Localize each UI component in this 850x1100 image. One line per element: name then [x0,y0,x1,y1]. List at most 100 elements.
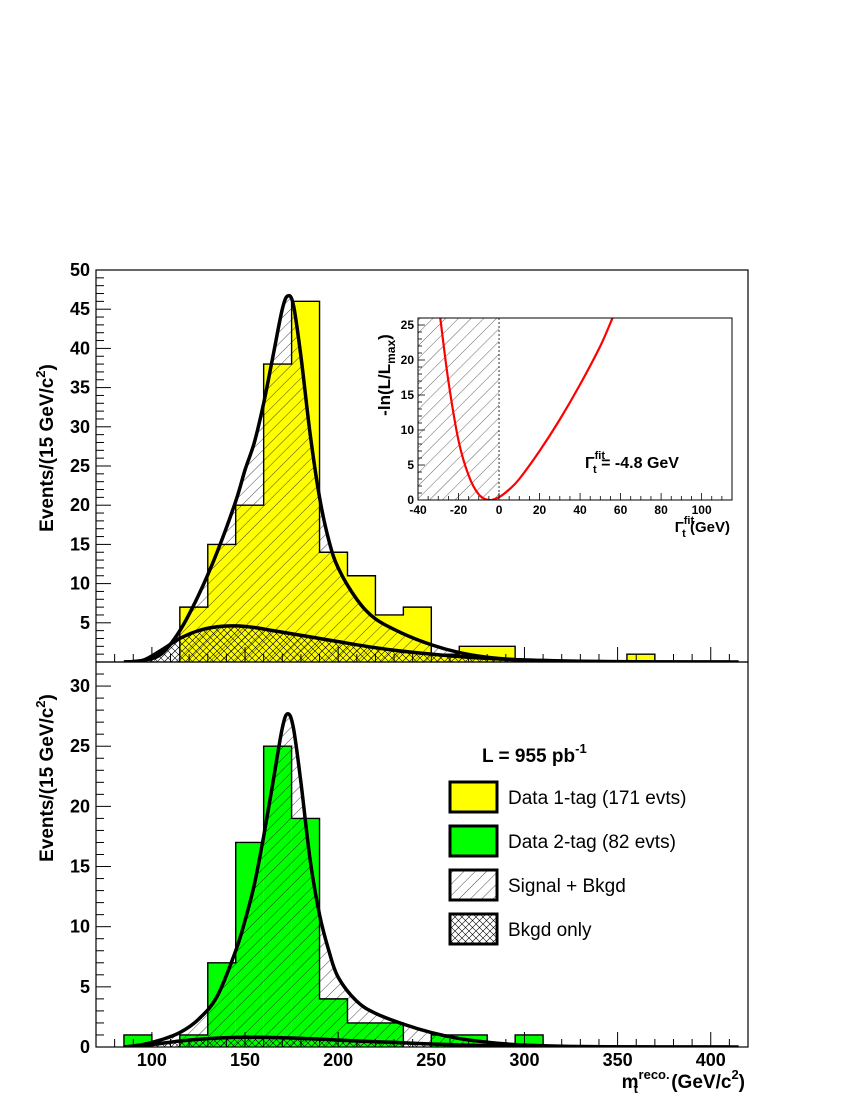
inset-xtick-label: 0 [496,503,503,517]
top-ytick-label: 35 [70,378,90,398]
top-bkgd-crosshatch [123,625,739,662]
inset-annot-gamma: Γ [585,455,595,472]
bottom-plot-frame [95,661,749,1048]
inset-xtick-label: 100 [692,503,712,517]
xlabel-close: ) [739,1072,745,1093]
inset-ylabel-b: ) [375,334,394,340]
inset-axes: -40 -20 0 20 40 60 80 100 0 5 10 15 20 25 [401,317,723,517]
top-bar-18 [626,654,655,662]
bottom-xtick-label: 150 [230,1050,260,1070]
bottom-x-axis-title: mreco. t (GeV/c2) [622,1067,745,1096]
inset-x-axis-title: Γfit t (GeV) [675,515,730,540]
inset-xlabel-sub: t [682,528,686,540]
top-ylabel-close: ) [37,364,58,370]
legend-label-1: Data 2-tag (82 evts) [508,832,676,853]
bottom-xtick-label: 100 [137,1050,167,1070]
bottom-x-axis: 100 150 200 250 300 350 400 [114,1032,749,1070]
top-ylabel-main: Events/(15 GeV/c [37,377,58,532]
bottom-ytick-label: 20 [70,796,90,816]
bottom-fit-curves [123,711,739,1047]
bottom-xtick-label: 300 [509,1050,539,1070]
inset-ytick-label: 0 [407,493,414,507]
inset-annot-sub: t [593,464,597,476]
top-bkgd-curve [123,624,739,662]
xlabel-main: m [622,1072,639,1093]
top-ytick-label: 40 [70,338,90,358]
top-ytick-label: 30 [70,417,90,437]
legend-luminosity: L = 955 pb-1 [482,741,587,767]
top-fit-curves [123,293,739,662]
bottom-ytick-label: 15 [70,857,90,877]
bottom-bkgd-crosshatch [123,1037,739,1047]
bottom-xtick-label: 200 [323,1050,353,1070]
legend-swatch-1 [448,824,499,858]
inset-ytick-label: 10 [401,423,415,437]
legend-swatch-0 [448,780,499,814]
top-y-axis: 5 10 15 20 25 30 35 40 45 50 [70,260,111,663]
legend: L = 955 pb-1 Data 1-tag (171 evts) Data 2… [448,741,686,946]
top-ytick-label: 25 [70,456,90,476]
inset-ytick-label: 15 [401,388,415,402]
top-ytick-label: 20 [70,495,90,515]
bottom-ylabel-main: Events/(15 GeV/c [37,707,58,862]
xlabel-sup: reco. [639,1067,670,1082]
xlabel-rest: (GeV/c [666,1072,732,1093]
bottom-ytick-label: 30 [70,676,90,696]
inset-xtick-label: 20 [533,503,547,517]
legend-label-0: Data 1-tag (171 evts) [508,788,686,809]
xlabel-sub: t [634,1081,639,1096]
likelihood-inset: -40 -20 0 20 40 60 80 100 0 5 10 15 20 25 -ln(L/Lmax)… [375,317,733,540]
bottom-ytick-label: 5 [80,977,90,997]
bottom-ytick-label: 25 [70,736,90,756]
top-ylabel-sup: 2 [33,370,48,377]
inset-xtick-label: -20 [450,503,468,517]
inset-ytick-label: 20 [401,353,415,367]
legend-swatch-2 [448,868,499,902]
legend-label-2: Signal + Bkgd [508,876,626,897]
top-x-ticks [114,647,749,662]
inset-xlabel-gamma: Γ [675,519,684,536]
legend-label-3: Bkgd only [508,920,592,941]
inset-xtick-label: 40 [573,503,587,517]
bottom-xtick-label: 400 [696,1050,726,1070]
top-signal-bkgd-hatch [123,295,730,662]
xlabel-sup2: 2 [731,1067,738,1082]
top-y-axis-title: Events/(15 GeV/c2) [33,364,58,532]
top-ytick-label: 50 [70,260,90,280]
inset-ytick-label: 5 [407,458,414,472]
bottom-ytick-label: 10 [70,917,90,937]
bottom-histogram-outline [123,745,544,1047]
top-ytick-label: 10 [70,574,90,594]
top-ytick-label: 15 [70,534,90,554]
bottom-y-axis: 0 5 10 15 20 25 30 [70,661,111,1057]
top-ytick-label: 45 [70,299,90,319]
top-ytick-label: 5 [80,613,90,633]
inset-content [418,318,614,500]
legend-luminosity-text: L = 955 pb [482,746,575,767]
inset-ytick-label: 25 [401,318,415,332]
bottom-ylabel-close: ) [37,694,58,700]
inset-xlabel-rest: (GeV) [686,519,730,536]
bottom-ytick-label: 0 [80,1037,90,1057]
inset-annotation: Γfit t = -4.8 GeV [585,450,679,476]
inset-xlabel-sup: fit [684,515,695,527]
inset-annot-rest: = -4.8 GeV [597,455,680,472]
legend-items: Data 1-tag (171 evts) Data 2-tag (82 evts… [448,780,686,946]
bottom-xtick-label: 250 [416,1050,446,1070]
inset-ylabel-a: -ln(L/L [375,364,394,416]
bottom-histogram-panel: 0 5 10 15 20 25 30 100 150 200 250 300 350 400 Event… [33,661,749,1096]
inset-annot-sup: fit [595,450,606,462]
inset-xtick-label: 80 [654,503,668,517]
bottom-y-axis-title: Events/(15 GeV/c2) [33,694,58,862]
inset-excluded-region [418,318,500,500]
bottom-signal-bkgd-hatch [123,713,730,1047]
bottom-ylabel-sup: 2 [33,700,48,707]
inset-xtick-label: -40 [409,503,427,517]
bottom-xtick-label: 350 [603,1050,633,1070]
inset-likelihood-curve [439,318,614,500]
inset-xtick-label: 60 [614,503,628,517]
legend-swatch-3 [448,912,499,946]
inset-ylabel-sub: max [384,340,398,364]
legend-luminosity-exp: -1 [575,741,587,756]
